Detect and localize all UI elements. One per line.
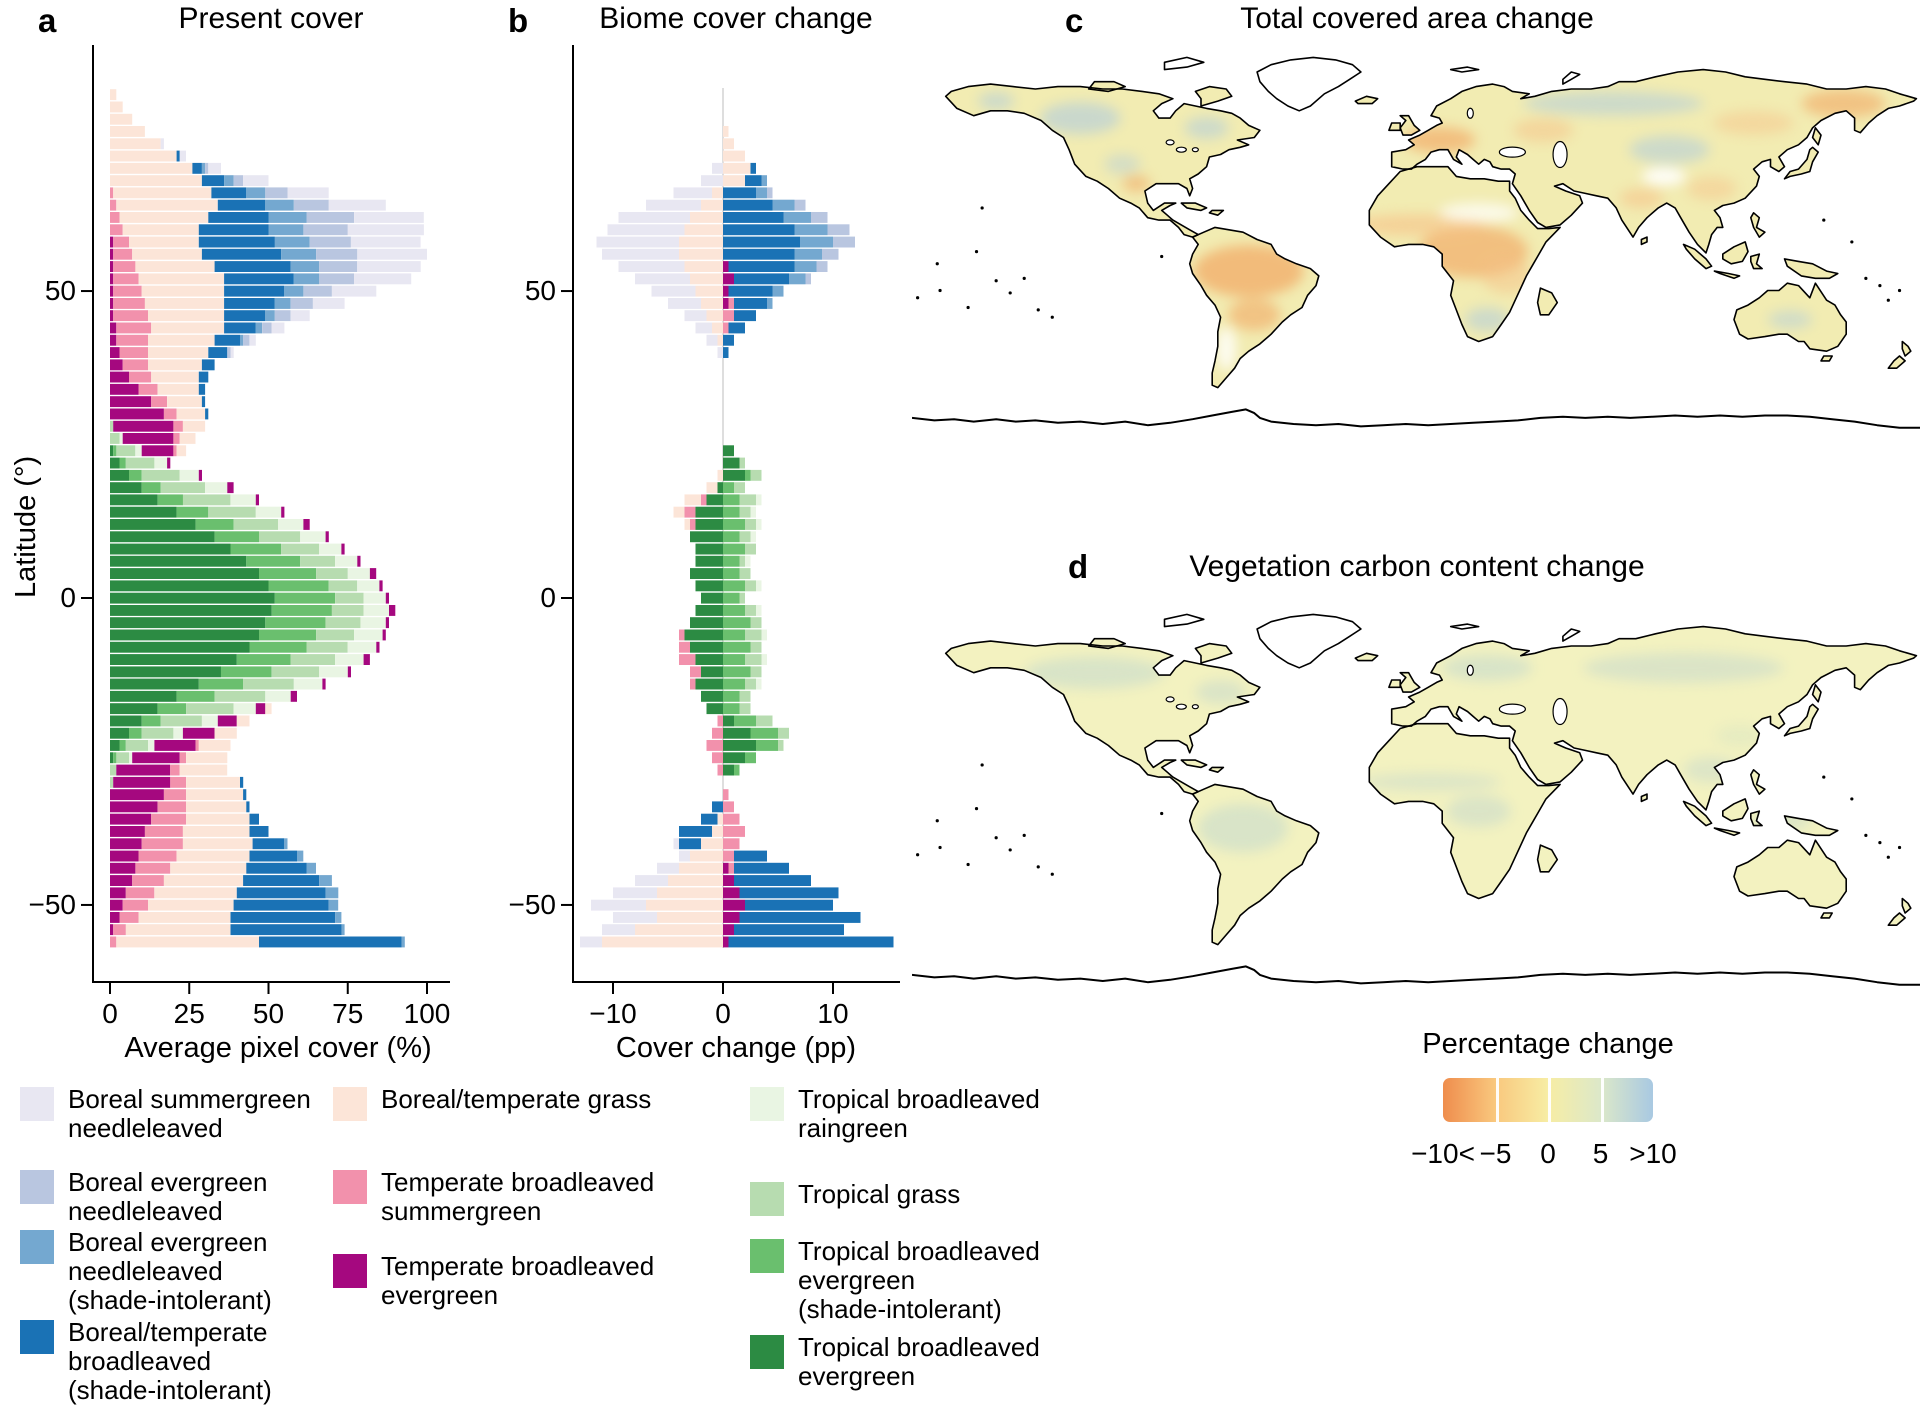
legend-label: Tropical broadleaved evergreen (shade-into…	[798, 1236, 1040, 1324]
chart-axes	[81, 45, 900, 994]
panel-a-x-tick: 100	[403, 998, 451, 1029]
colorbar-tick-label: >10	[1629, 1138, 1677, 1169]
legend-label: Boreal/temperate broadleaved (shade-intole…	[68, 1317, 272, 1405]
panel-a-xaxis-label: Average pixel cover (%)	[124, 1032, 432, 1064]
panel-a-y-tick: 0	[60, 582, 76, 613]
legend-label: Tropical broadleaved evergreen	[798, 1332, 1040, 1391]
legend-swatch	[750, 1239, 784, 1273]
legend-label: Boreal/temperate grass	[381, 1084, 652, 1114]
change-intensity-patches	[978, 89, 1886, 371]
panel-a-x-tick: 75	[332, 998, 364, 1029]
legend-swatch	[333, 1087, 367, 1121]
legend-label: Boreal evergreen needleleaved (shade-intol…	[68, 1227, 272, 1315]
inland-water	[1165, 664, 1568, 726]
legend-label: Temperate broadleaved summergreen	[381, 1167, 655, 1226]
legend-swatch	[20, 1087, 54, 1121]
coastlines	[944, 56, 1918, 389]
colorbar-notch	[1600, 1078, 1604, 1122]
legend-label: Boreal evergreen needleleaved	[68, 1167, 268, 1226]
map-vegetation-carbon-content-change	[912, 613, 1920, 986]
colorbar-gradient	[1443, 1078, 1653, 1122]
latitude-axis-label: Latitude (°)	[10, 455, 42, 598]
panel-b-title: Biome cover change	[599, 2, 873, 35]
panel-b-x-tick: 10	[817, 998, 849, 1029]
panel-c-title: Total covered area change	[1240, 2, 1594, 35]
panel-a-y-tick: 50	[44, 275, 76, 307]
panel-a-x-tick: 50	[252, 998, 285, 1029]
legend-swatch	[333, 1254, 367, 1288]
legend-item: Tropical broadleaved raingreen	[750, 1085, 1040, 1143]
panel-a-y-tick: −50	[28, 888, 77, 920]
antarctica-coastline	[912, 965, 1920, 986]
panel-b-x-tick: −10	[589, 998, 637, 1029]
legend-label: Temperate broadleaved evergreen	[381, 1251, 655, 1310]
legend-item: Tropical broadleaved evergreen	[750, 1333, 1040, 1391]
legend-item: Boreal/temperate broadleaved (shade-intole…	[20, 1318, 272, 1405]
panel-d-letter: d	[1068, 548, 1089, 585]
inland-water	[1165, 107, 1568, 169]
panel-b-y-tick: 50	[524, 275, 556, 307]
legend-swatch	[750, 1087, 784, 1121]
panel-b-letter: b	[508, 2, 529, 39]
legend-swatch	[333, 1170, 367, 1204]
island-dots	[916, 206, 1902, 319]
map-total-covered-area-change	[912, 56, 1920, 429]
legend-label: Tropical grass	[798, 1179, 961, 1209]
legend-swatch	[750, 1182, 784, 1216]
colorbar-tick-label: −10<	[1411, 1138, 1475, 1169]
change-intensity-patches	[1024, 652, 1812, 853]
panel-a-title: Present cover	[178, 2, 364, 35]
island-dots	[916, 763, 1902, 876]
legend-swatch	[20, 1170, 54, 1204]
cover-change-bars	[580, 126, 894, 948]
panel-b-xaxis-label: Cover change (pp)	[615, 1032, 857, 1064]
panel-d-title: Vegetation carbon content change	[1189, 550, 1645, 583]
legend-swatch	[20, 1320, 54, 1354]
legend-label: Boreal summergreen needleleaved	[68, 1084, 311, 1143]
panel-a-letter: a	[38, 2, 57, 39]
colorbar-tick-label: −5	[1479, 1138, 1512, 1169]
legend-swatch	[750, 1335, 784, 1369]
latitude-bar-charts	[81, 45, 900, 994]
legend-item: Temperate broadleaved summergreen	[333, 1168, 654, 1226]
panel-b-y-tick: 0	[540, 582, 556, 613]
panel-a-x-tick: 25	[173, 998, 205, 1029]
colorbar-notch	[1548, 1078, 1551, 1122]
legend-swatch	[20, 1230, 54, 1264]
coastlines	[944, 613, 1918, 946]
panel-c-letter: c	[1065, 2, 1084, 39]
panel-b-y-tick: −50	[508, 888, 557, 920]
colorbar-notch	[1495, 1078, 1499, 1122]
panel-a-x-tick: 0	[102, 998, 118, 1029]
legend-item: Boreal summergreen needleleaved	[20, 1085, 311, 1143]
legend-item: Boreal/temperate grass	[333, 1085, 651, 1121]
legend-item: Boreal evergreen needleleaved	[20, 1168, 267, 1226]
colorbar-tick-label: 0	[1540, 1138, 1556, 1169]
present-cover-bars	[110, 89, 427, 948]
legend-item: Tropical grass	[750, 1180, 960, 1216]
legend-item: Tropical broadleaved evergreen (shade-into…	[750, 1237, 1040, 1324]
colorbar-tick-label: 5	[1592, 1138, 1609, 1169]
legend-item: Boreal evergreen needleleaved (shade-intol…	[20, 1228, 272, 1315]
legend-label: Tropical broadleaved raingreen	[798, 1084, 1040, 1143]
colorbar-title: Percentage change	[1422, 1028, 1674, 1060]
antarctica-coastline	[912, 408, 1920, 429]
legend-item: Temperate broadleaved evergreen	[333, 1252, 654, 1310]
panel-b-x-tick: 0	[715, 998, 731, 1029]
